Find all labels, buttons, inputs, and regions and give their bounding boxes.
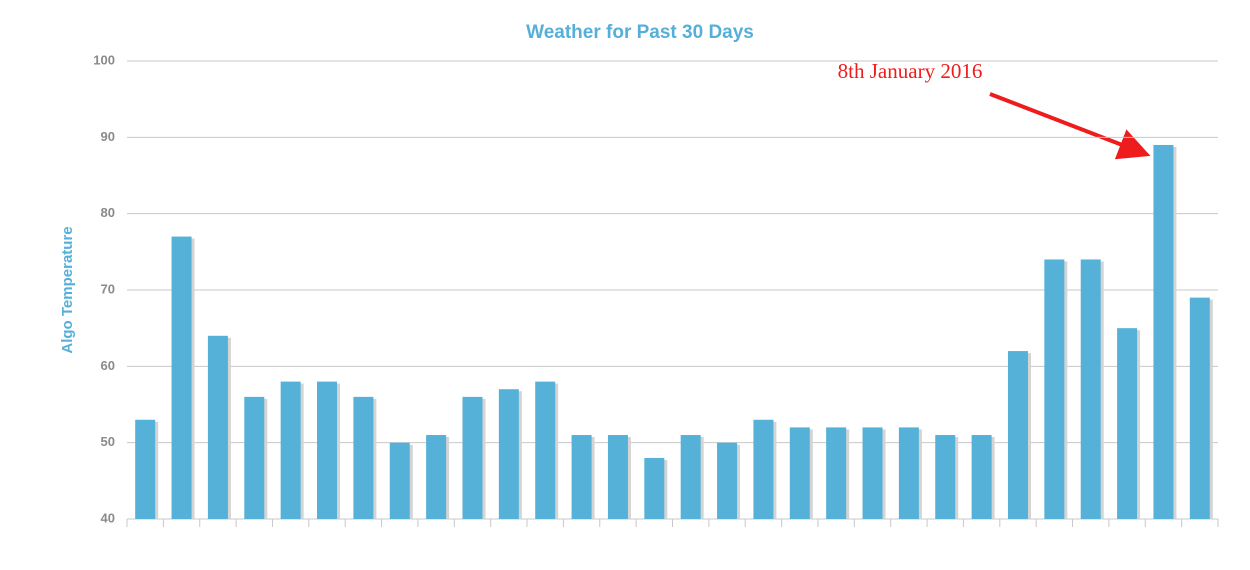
bar bbox=[1117, 328, 1138, 519]
bar bbox=[244, 396, 265, 519]
bar bbox=[862, 427, 883, 519]
bar bbox=[753, 419, 774, 519]
bar bbox=[717, 442, 738, 519]
bar bbox=[353, 396, 374, 519]
bar bbox=[571, 435, 592, 519]
y-tick-label: 50 bbox=[101, 434, 115, 449]
y-tick-label: 60 bbox=[101, 358, 115, 373]
bar bbox=[826, 427, 847, 519]
annotation-arrow bbox=[989, 92, 1151, 160]
bar bbox=[607, 435, 628, 519]
y-tick-label: 80 bbox=[101, 205, 115, 220]
bar bbox=[935, 435, 956, 519]
bar bbox=[498, 389, 519, 519]
y-tick-label: 40 bbox=[101, 510, 115, 525]
y-tick-label: 70 bbox=[101, 281, 115, 296]
bar bbox=[462, 396, 483, 519]
bar bbox=[426, 435, 447, 519]
bar bbox=[389, 442, 410, 519]
bar bbox=[1044, 259, 1065, 519]
bar bbox=[644, 457, 665, 519]
bar bbox=[171, 236, 192, 520]
bar bbox=[135, 419, 156, 519]
bar bbox=[1007, 351, 1028, 519]
bar bbox=[971, 435, 992, 519]
y-axis-label: Algo Temperature bbox=[59, 226, 76, 353]
bar bbox=[680, 435, 701, 519]
bar bbox=[1153, 144, 1174, 519]
bar bbox=[789, 427, 810, 519]
bar bbox=[1189, 297, 1210, 519]
annotation: 8th January 2016 bbox=[838, 59, 983, 83]
chart-title: Weather for Past 30 Days bbox=[526, 22, 754, 43]
bar bbox=[1080, 259, 1101, 519]
bar bbox=[207, 335, 228, 519]
bar bbox=[317, 381, 338, 519]
bar bbox=[535, 381, 556, 519]
bar bbox=[280, 381, 301, 519]
bar bbox=[898, 427, 919, 519]
y-tick-label: 90 bbox=[101, 129, 115, 144]
y-tick-label: 100 bbox=[93, 52, 115, 67]
